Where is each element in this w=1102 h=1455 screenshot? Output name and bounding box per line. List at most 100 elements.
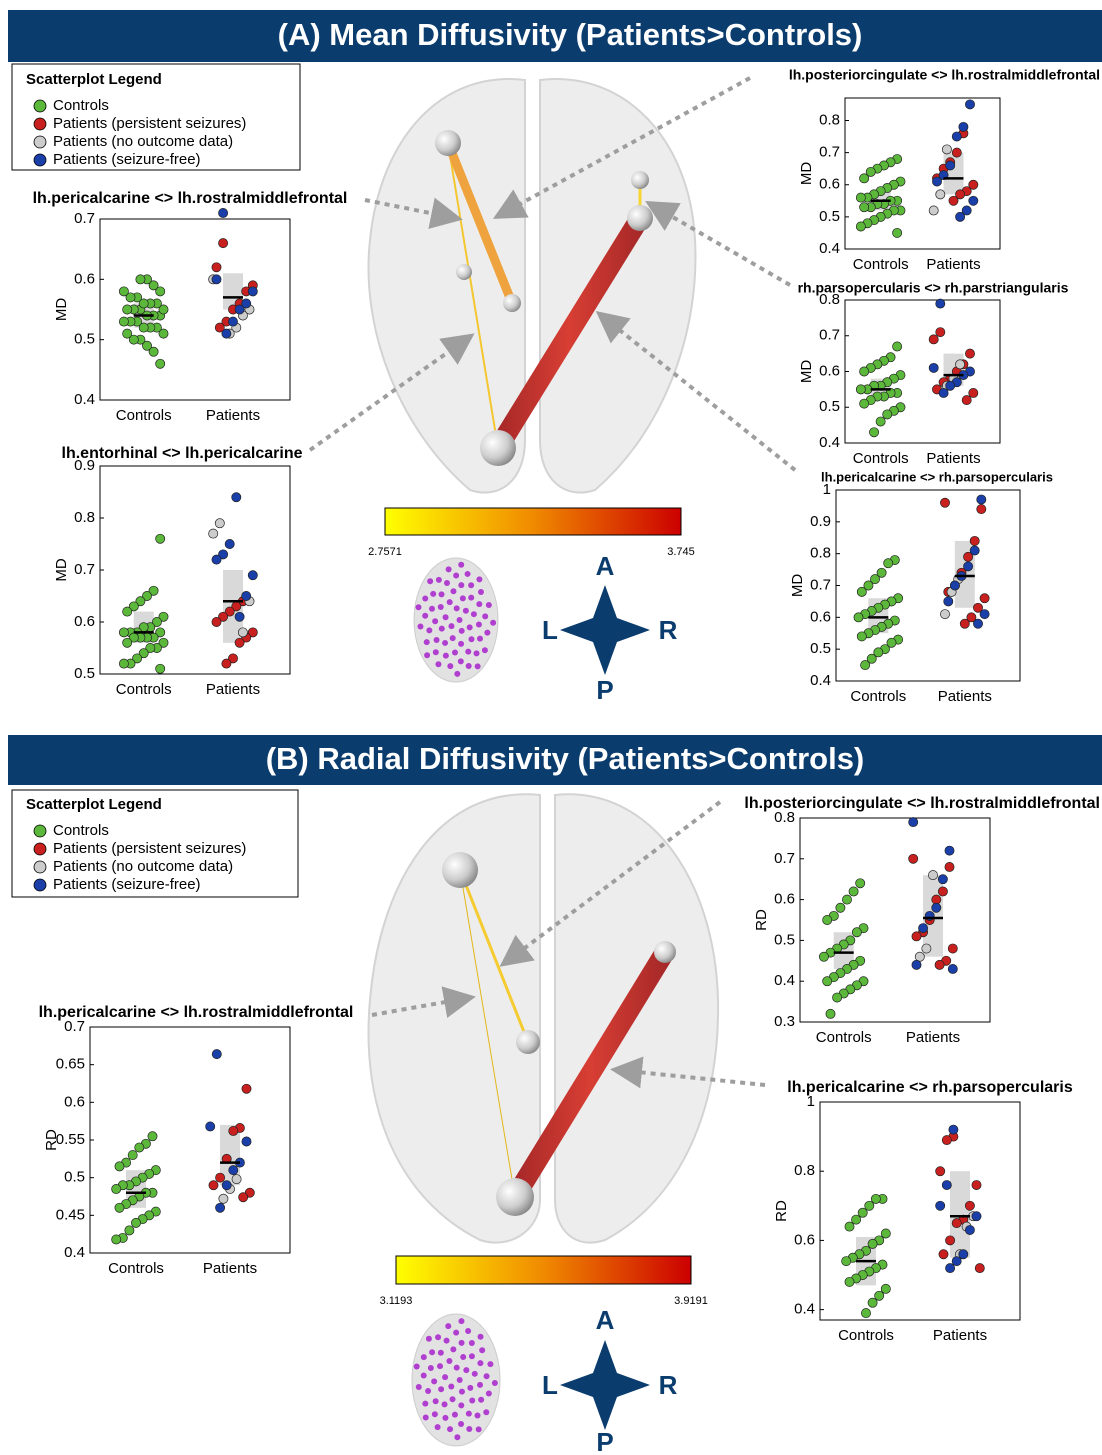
network-node xyxy=(463,1367,470,1374)
data-point xyxy=(911,959,922,970)
decoration xyxy=(8,10,1102,1447)
data-point xyxy=(247,286,258,297)
network-node xyxy=(445,1323,452,1330)
arrow xyxy=(610,1056,766,1089)
data-point xyxy=(961,205,972,216)
network-node xyxy=(474,663,481,670)
chart-title: lh.posteriorcingulate <> lh.rostralmiddl… xyxy=(789,67,1100,83)
arrow xyxy=(492,76,751,219)
data-point xyxy=(855,878,866,889)
data-point xyxy=(943,596,954,607)
data-point xyxy=(124,1225,135,1236)
data-point xyxy=(882,409,893,420)
data-point xyxy=(928,334,939,345)
y-tick-label: 0.8 xyxy=(819,111,840,128)
legend-title: Scatterplot Legend xyxy=(26,71,162,88)
x-tick-label: Controls xyxy=(108,1260,164,1277)
y-tick-label: 0.5 xyxy=(810,640,831,657)
network-node xyxy=(425,1335,432,1342)
network-node xyxy=(435,1334,442,1341)
network-node xyxy=(470,611,477,618)
y-tick-label: 0.7 xyxy=(819,144,840,161)
network-node xyxy=(448,623,455,630)
network-node xyxy=(467,1384,474,1391)
brain-image xyxy=(367,78,697,494)
scatter-chart: lh.posteriorcingulate <> lh.rostralmiddl… xyxy=(744,795,1100,1046)
network-node xyxy=(442,614,449,621)
x-tick-label: Controls xyxy=(116,681,172,698)
y-tick-label: 0.3 xyxy=(774,1013,795,1030)
network-node xyxy=(447,663,454,670)
data-point xyxy=(870,1193,881,1204)
legend-label: Patients (persistent seizures) xyxy=(53,115,246,132)
network-node xyxy=(454,1434,461,1441)
colorbar-label: 3.745 xyxy=(667,546,695,558)
data-point xyxy=(118,627,129,638)
data-point xyxy=(864,1200,875,1211)
network-node xyxy=(462,607,469,614)
network-node xyxy=(435,661,442,668)
data-point xyxy=(908,853,919,864)
network-node xyxy=(466,1425,473,1432)
data-point xyxy=(880,1283,891,1294)
arrow xyxy=(308,333,475,452)
data-point xyxy=(135,596,146,607)
network-node xyxy=(433,636,440,643)
network-node xyxy=(442,652,449,659)
data-point xyxy=(822,976,833,987)
data-point xyxy=(228,1126,239,1136)
data-point xyxy=(214,322,225,333)
data-point xyxy=(221,658,232,669)
data-point xyxy=(211,617,222,627)
y-tick-label: 0.4 xyxy=(819,434,840,451)
network-node xyxy=(477,589,484,596)
y-tick-label: 0.8 xyxy=(74,509,95,526)
data-point xyxy=(979,593,990,604)
data-point xyxy=(937,874,948,885)
data-point xyxy=(218,611,229,622)
data-point xyxy=(974,1263,985,1274)
spread-box xyxy=(950,1171,970,1258)
y-axis-label: MD xyxy=(789,574,806,597)
data-point xyxy=(211,1049,222,1060)
x-tick-label: Patients xyxy=(906,1029,960,1046)
data-point xyxy=(114,1202,125,1213)
compass-label: P xyxy=(596,1427,613,1455)
data-point xyxy=(855,221,866,232)
network-node xyxy=(487,1361,494,1368)
data-point xyxy=(247,570,258,581)
network-node xyxy=(432,1398,439,1405)
network-node xyxy=(458,1388,465,1395)
network-node xyxy=(424,652,431,659)
data-point xyxy=(976,494,987,505)
y-axis-label: MD xyxy=(53,298,70,321)
data-point xyxy=(973,602,983,613)
data-point xyxy=(155,663,166,674)
data-point xyxy=(911,931,922,942)
data-point xyxy=(128,601,139,612)
y-tick-label: 0.5 xyxy=(819,398,840,415)
data-point xyxy=(822,915,833,925)
x-tick-label: Patients xyxy=(938,688,992,705)
network-node xyxy=(420,1372,427,1379)
network-node xyxy=(458,640,465,647)
legend-box xyxy=(11,63,301,171)
data-point xyxy=(228,316,238,327)
data-point xyxy=(142,591,152,601)
network-node xyxy=(481,647,488,654)
data-point xyxy=(963,561,974,572)
network-node xyxy=(422,595,429,602)
network-node xyxy=(477,1381,484,1388)
data-point xyxy=(228,653,238,664)
arrow xyxy=(371,986,476,1018)
data-point xyxy=(859,173,870,184)
network-node xyxy=(483,1373,490,1380)
data-point xyxy=(867,1238,878,1249)
network-node xyxy=(466,624,473,631)
y-axis-label: MD xyxy=(798,360,815,383)
compass-label: R xyxy=(659,1370,678,1400)
data-point xyxy=(860,660,871,671)
data-point xyxy=(938,388,949,398)
data-point xyxy=(155,627,166,638)
data-point xyxy=(874,1290,885,1301)
